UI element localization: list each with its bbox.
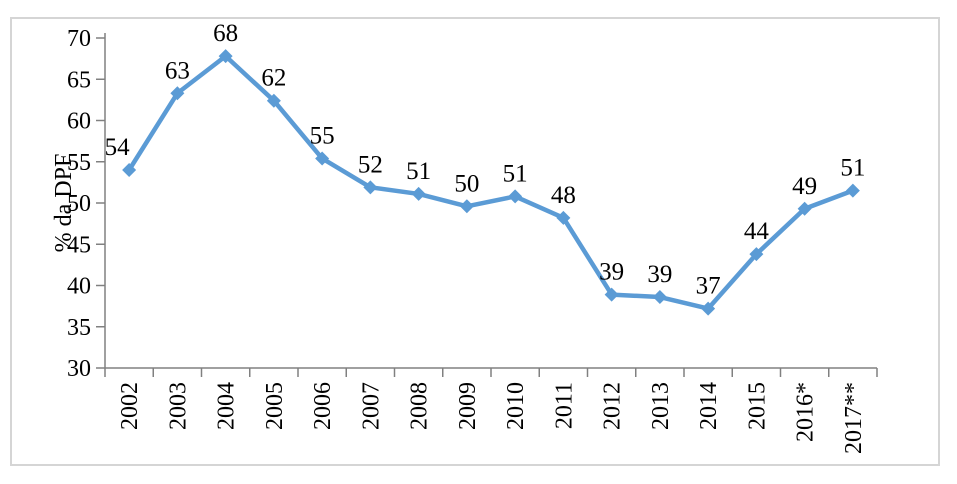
data-point-marker	[652, 290, 667, 305]
data-point-label: 52	[358, 151, 383, 178]
data-point-label: 39	[647, 261, 672, 288]
x-axis-tick-label: 2005	[262, 382, 288, 430]
data-point-marker	[508, 189, 523, 204]
x-axis-tick-label: 2004	[214, 382, 240, 430]
data-point-label: 48	[551, 182, 576, 209]
y-axis-tick-label: 45	[67, 232, 91, 258]
data-point-marker	[749, 247, 764, 262]
data-point-marker	[701, 301, 716, 316]
data-point-label: 68	[213, 20, 238, 47]
data-point-marker	[845, 183, 860, 198]
series-group	[122, 49, 860, 316]
x-axis-tick-label: 2012	[600, 382, 626, 430]
data-point-label: 44	[744, 218, 770, 245]
x-axis-tick-label: 2009	[455, 382, 481, 430]
data-point-marker	[411, 186, 426, 201]
x-axis-tick-label: 2015	[744, 382, 770, 430]
data-point-label: 51	[840, 155, 865, 182]
chart-frame	[10, 17, 940, 466]
x-axis-tick-label: 2017**	[841, 382, 867, 454]
data-point-label: 62	[261, 65, 286, 92]
y-axis-tick-label: 40	[67, 274, 91, 300]
x-axis-tick-label: 2014	[696, 382, 722, 430]
data-point-marker	[170, 86, 185, 101]
data-point-marker	[266, 93, 281, 108]
data-point-label: 55	[310, 122, 335, 149]
x-axis-tick-label: 2016*	[793, 382, 819, 442]
data-point-label: 49	[792, 173, 817, 200]
x-axis-tick-label: 2003	[165, 382, 191, 430]
y-axis-tick-label: 50	[67, 191, 91, 217]
data-point-label: 63	[165, 57, 190, 84]
y-axis-tick-label: 70	[67, 26, 91, 52]
axes-group: 30 35 40 45 50 55 60 65 70 2002 2003 2004 2005 2006 20…	[67, 26, 878, 454]
y-axis-title: % da DPF	[51, 154, 77, 253]
x-axis-tick-label: 2002	[117, 382, 143, 430]
data-point-label: 50	[454, 170, 479, 197]
data-point-label: 51	[503, 160, 528, 187]
x-axis-tick-label: 2013	[648, 382, 674, 430]
x-axis-tick-label: 2006	[310, 382, 336, 430]
x-axis-tick-label: 2011	[551, 382, 577, 429]
data-point-label: 37	[696, 273, 721, 300]
x-axis-tick-label: 2008	[407, 382, 433, 430]
data-point-marker	[459, 199, 474, 214]
y-axis-tick-label: 30	[67, 356, 91, 382]
data-labels-group: 54 63 68 62 55 52 51 50 51 48 39 39 37 44 49 51	[105, 20, 866, 299]
y-axis-tick-label: 60	[67, 109, 91, 135]
data-point-marker	[218, 49, 233, 64]
data-series-line	[126, 53, 856, 311]
data-point-marker	[315, 151, 330, 166]
data-point-marker	[556, 210, 571, 225]
data-point-marker	[122, 163, 137, 177]
y-axis-tick-label: 35	[67, 315, 91, 341]
data-point-label: 39	[599, 259, 624, 286]
y-axis-tick-label: 65	[67, 67, 91, 93]
data-point-marker	[604, 287, 619, 302]
data-point-label: 51	[406, 158, 431, 185]
x-axis-tick-label: 2007	[358, 382, 384, 430]
y-axis-tick-label: 55	[67, 150, 91, 176]
data-point-marker	[363, 180, 378, 195]
data-point-label: 54	[105, 134, 131, 161]
data-point-marker	[797, 201, 812, 216]
x-axis-tick-label: 2010	[503, 382, 529, 430]
